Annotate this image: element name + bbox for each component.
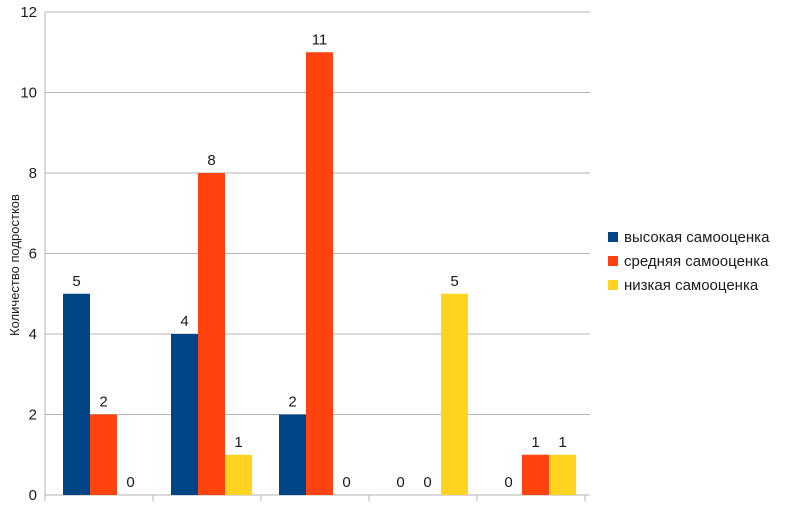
data-label-s2-g5: 1 [531, 434, 539, 451]
legend-label-3: низкая самооценка [624, 277, 759, 294]
legend-swatch-2 [608, 256, 618, 266]
legend-swatch-3 [608, 280, 618, 290]
y-tick-label-2: 2 [29, 407, 37, 424]
legend-label-1: высокая самооценка [624, 229, 770, 246]
data-label-s1-g1: 5 [72, 273, 80, 290]
data-label-s3-g2: 1 [234, 434, 242, 451]
data-label-s2-g4: 0 [423, 474, 431, 491]
data-label-s1-g3: 2 [288, 394, 296, 411]
y-tick-label-0: 0 [29, 487, 37, 504]
bar-s2-g2 [198, 173, 225, 495]
legend-label-2: средняя самооценка [624, 253, 769, 270]
y-axis-title: Количество подростков [7, 194, 22, 336]
bar-s3-g4 [441, 293, 468, 495]
data-label-s2-g2: 8 [207, 152, 215, 169]
data-label-s3-g4: 5 [450, 273, 458, 290]
legend: высокая самооценка средняя самооценка низк… [608, 229, 770, 294]
bar-s1-g3 [279, 414, 306, 495]
bar-s2-g1 [90, 414, 117, 495]
bar-s1-g1 [63, 293, 90, 495]
y-tick-label-6: 6 [29, 246, 37, 263]
data-label-s1-g5: 0 [504, 474, 512, 491]
bar-s2-g5 [522, 454, 549, 495]
data-label-s1-g2: 4 [180, 313, 188, 330]
bar-s3-g2 [225, 454, 252, 495]
data-label-s1-g4: 0 [396, 474, 404, 491]
data-label-s3-g1: 0 [126, 474, 134, 491]
bar-s3-g5 [549, 454, 576, 495]
y-tick-label-4: 4 [29, 326, 37, 343]
data-label-s3-g3: 0 [342, 474, 350, 491]
data-label-s2-g3: 11 [312, 31, 328, 48]
y-tick-label-8: 8 [29, 165, 37, 182]
y-tick-label-10: 10 [20, 85, 37, 102]
data-label-s3-g5: 1 [558, 434, 566, 451]
data-label-s2-g1: 2 [99, 394, 107, 411]
bars [63, 52, 576, 495]
legend-swatch-1 [608, 232, 618, 242]
bar-s1-g2 [171, 334, 198, 495]
y-tick-label-12: 12 [20, 4, 37, 21]
bar-s2-g3 [306, 52, 333, 495]
